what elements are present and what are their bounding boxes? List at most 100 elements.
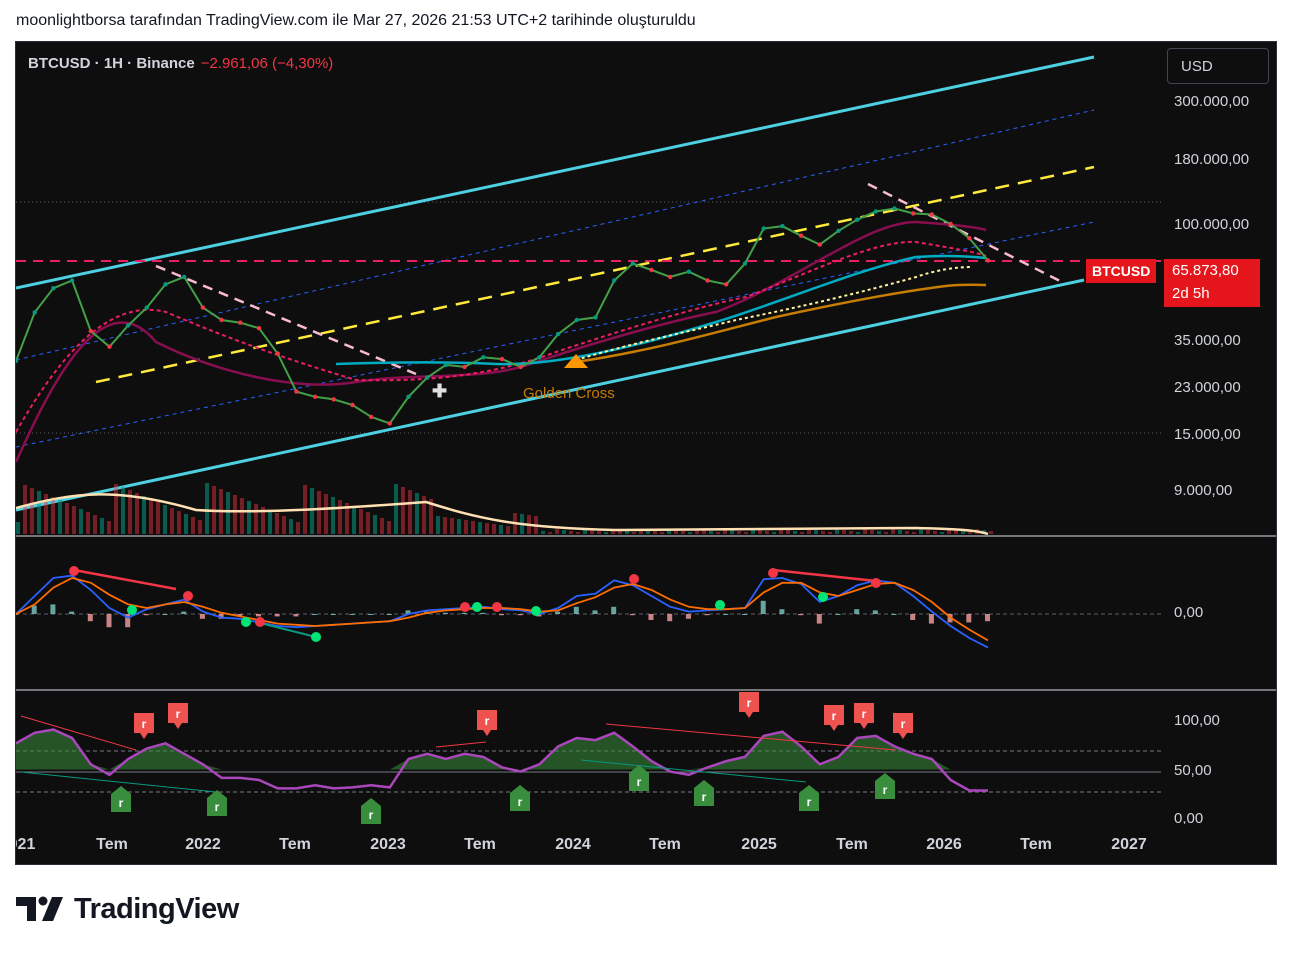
sell-signal-marker[interactable]: [134, 713, 154, 739]
trendline-2025[interactable]: [867, 182, 1065, 285]
price-point[interactable]: [387, 421, 392, 426]
price-point[interactable]: [369, 414, 374, 420]
price-point[interactable]: [163, 282, 168, 287]
price-point[interactable]: [350, 402, 355, 408]
price-point[interactable]: [256, 326, 262, 331]
price-point[interactable]: [742, 261, 748, 266]
time-axis-tick[interactable]: Tem: [649, 836, 681, 853]
buy-dot[interactable]: [715, 600, 725, 610]
channel-median-line[interactable]: [95, 165, 1095, 384]
price-point[interactable]: [817, 242, 822, 247]
price-point[interactable]: [406, 394, 411, 399]
price-point[interactable]: [649, 267, 654, 273]
price-point[interactable]: [892, 206, 897, 211]
time-axis-tick[interactable]: Tem: [96, 836, 128, 853]
price-axis-tick[interactable]: 15.000,00: [1174, 426, 1241, 443]
price-point[interactable]: [200, 305, 206, 310]
price-point[interactable]: [948, 221, 953, 227]
currency-button[interactable]: USD: [1167, 48, 1269, 84]
price-point[interactable]: [612, 278, 617, 283]
price-point[interactable]: [855, 217, 860, 222]
symbol-label[interactable]: BTCUSD · 1H · Binance: [28, 55, 195, 72]
rsi-line[interactable]: [16, 728, 988, 792]
time-axis-tick[interactable]: 2026: [926, 836, 962, 853]
price-point[interactable]: [873, 209, 878, 214]
price-axis-tick[interactable]: 100.000,00: [1174, 216, 1250, 233]
price-point[interactable]: [32, 310, 37, 315]
price-point[interactable]: [312, 394, 318, 399]
price-point[interactable]: [238, 320, 243, 325]
sell-dot[interactable]: [871, 578, 881, 588]
price-point[interactable]: [182, 274, 187, 280]
price-point[interactable]: [499, 356, 505, 362]
golden-cross-triangle-icon[interactable]: [564, 354, 588, 368]
moving-average-yellow[interactable]: [575, 266, 972, 361]
price-point[interactable]: [51, 286, 56, 291]
price-axis-tick[interactable]: 23.000,00: [1174, 379, 1241, 396]
time-axis-tick[interactable]: 2025: [741, 836, 777, 853]
sell-dot[interactable]: [255, 617, 265, 627]
rsi-axis-tick[interactable]: 0,00: [1174, 810, 1204, 824]
price-point[interactable]: [574, 317, 579, 323]
price-axis-tick[interactable]: 180.000,00: [1174, 151, 1250, 168]
price-point[interactable]: [798, 233, 804, 238]
moving-average-dotted[interactable]: [16, 240, 987, 433]
rsi-axis-tick[interactable]: 50,00: [1174, 762, 1212, 779]
buy-signal-marker[interactable]: [361, 798, 381, 824]
price-point[interactable]: [836, 228, 841, 233]
symbol-header[interactable]: BTCUSD · 1H · Binance −2.961,06 (−4,30%): [28, 55, 333, 72]
time-axis-tick[interactable]: Tem: [836, 836, 868, 853]
buy-dot[interactable]: [241, 617, 251, 627]
rsi-axis-tick[interactable]: 100,00: [1174, 712, 1220, 729]
trendline-2022[interactable]: [155, 264, 417, 376]
moving-average-long[interactable]: [16, 220, 987, 463]
moving-average-orange[interactable]: [575, 283, 987, 364]
price-point[interactable]: [668, 274, 673, 280]
buy-signal-marker[interactable]: [510, 785, 530, 811]
time-axis-tick[interactable]: 2023: [370, 836, 406, 853]
time-axis-tick[interactable]: Tem: [464, 836, 496, 853]
moving-average-cyan[interactable]: [335, 254, 987, 366]
price-point[interactable]: [331, 397, 336, 402]
sell-signal-marker[interactable]: [824, 705, 844, 731]
price-point[interactable]: [929, 212, 935, 217]
price-point[interactable]: [761, 226, 766, 231]
price-point[interactable]: [88, 328, 94, 334]
sell-signal-marker[interactable]: [739, 692, 759, 718]
sell-dot[interactable]: [460, 602, 470, 612]
price-point[interactable]: [537, 355, 542, 360]
price-point[interactable]: [462, 364, 467, 370]
oscillator-axis-tick[interactable]: 0,00: [1174, 604, 1204, 621]
time-axis-tick[interactable]: Tem: [1020, 836, 1052, 853]
price-point[interactable]: [593, 315, 598, 320]
sell-dot[interactable]: [629, 574, 639, 584]
time-axis-tick[interactable]: 2027: [1111, 836, 1147, 853]
price-point[interactable]: [780, 224, 785, 229]
price-point[interactable]: [686, 269, 692, 274]
buy-signal-marker[interactable]: [207, 790, 227, 816]
buy-dot[interactable]: [311, 632, 321, 642]
price-point[interactable]: [630, 261, 635, 266]
buy-signal-marker[interactable]: [629, 765, 649, 791]
time-axis-tick[interactable]: Tem: [279, 836, 311, 853]
price-line[interactable]: [16, 207, 989, 425]
price-axis-tick[interactable]: 300.000,00: [1174, 93, 1250, 110]
price-point[interactable]: [219, 317, 224, 323]
time-axis-tick[interactable]: 021: [16, 836, 36, 853]
price-axis-tick[interactable]: 35.000,00: [1174, 332, 1241, 349]
price-point[interactable]: [967, 236, 972, 241]
price-point[interactable]: [724, 282, 729, 287]
sell-signal-marker[interactable]: [854, 703, 874, 729]
sell-signal-marker[interactable]: [168, 703, 188, 729]
price-axis-tick[interactable]: 9.000,00: [1174, 482, 1233, 499]
time-axis-tick[interactable]: 2022: [185, 836, 221, 853]
buy-signal-marker[interactable]: [875, 773, 895, 799]
channel-upper-line[interactable]: [16, 55, 1095, 290]
price-point[interactable]: [126, 323, 131, 328]
buy-dot[interactable]: [127, 605, 137, 615]
price-point[interactable]: [275, 351, 280, 356]
buy-signal-marker[interactable]: [799, 785, 819, 811]
buy-signal-marker[interactable]: [111, 786, 131, 812]
cross-plus-icon[interactable]: ✚: [432, 381, 447, 401]
price-point[interactable]: [705, 278, 710, 283]
